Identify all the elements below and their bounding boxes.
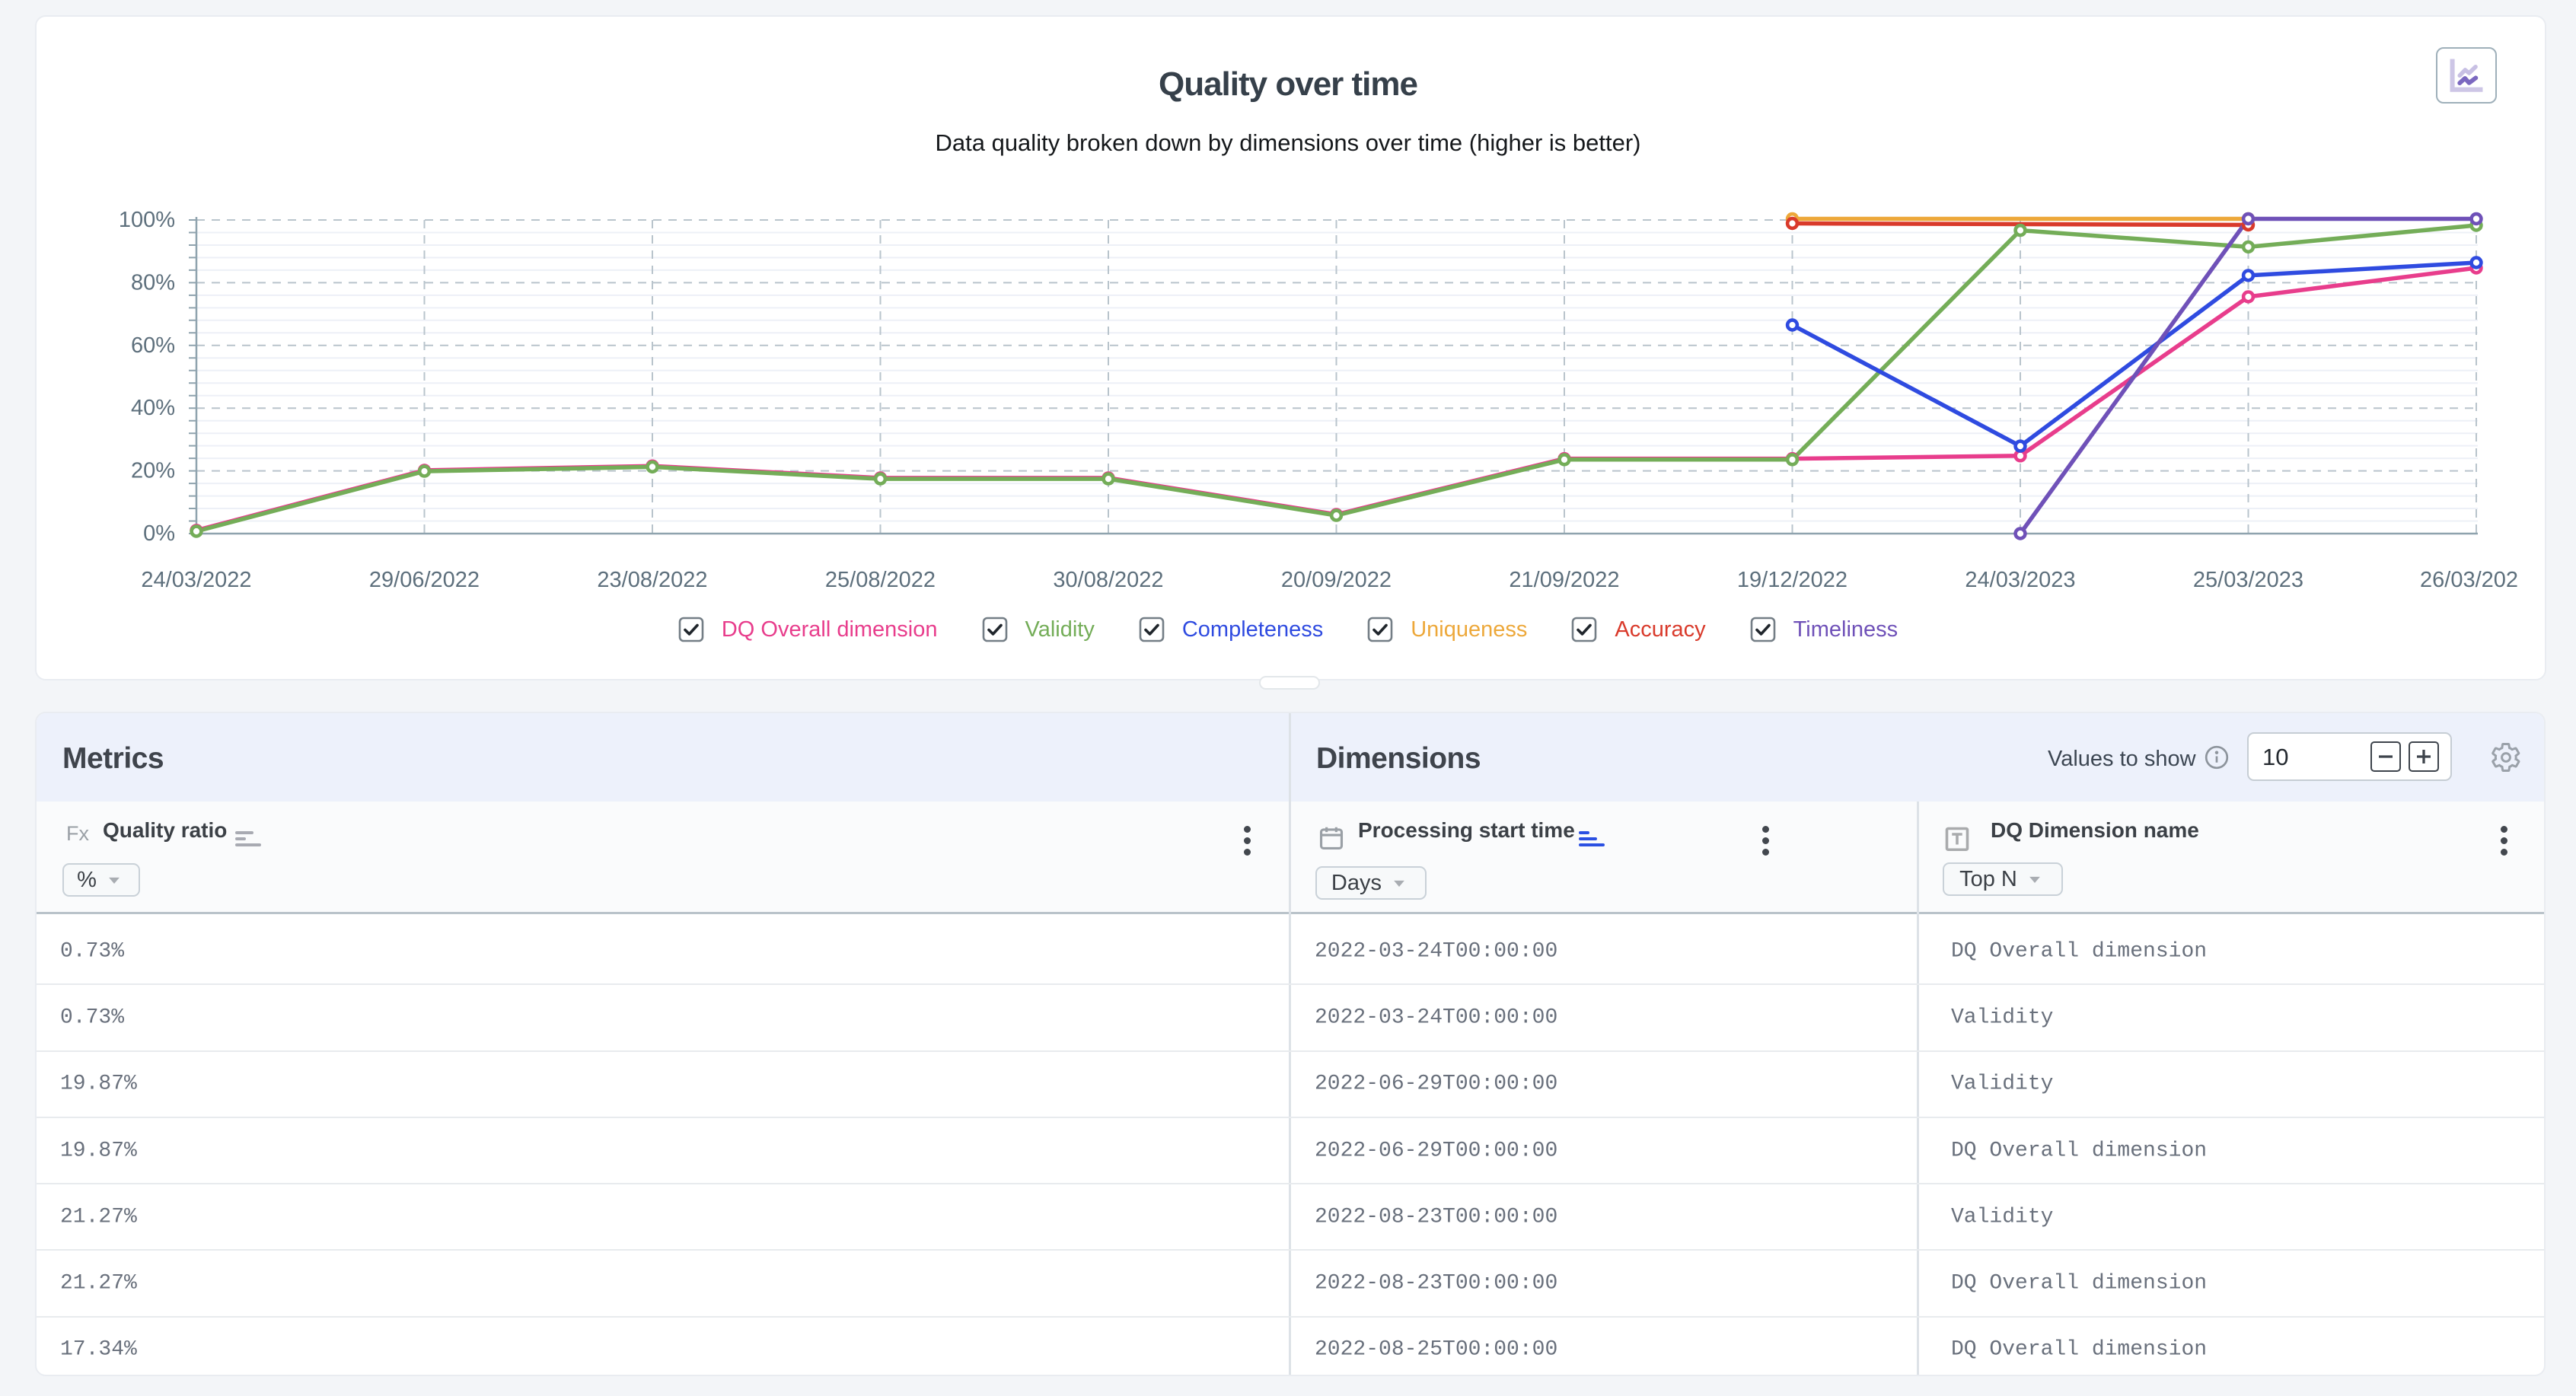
svg-text:24/03/2023: 24/03/2023 [1965,568,2075,592]
svg-text:20%: 20% [131,459,175,483]
svg-text:20/09/2022: 20/09/2022 [1281,568,1392,592]
svg-text:29/06/2022: 29/06/2022 [369,568,480,592]
svg-text:40%: 40% [131,396,175,420]
svg-text:19/12/2022: 19/12/2022 [1737,568,1848,592]
svg-text:0%: 0% [143,521,175,546]
svg-text:25/03/2023: 25/03/2023 [2193,568,2303,592]
svg-text:23/08/2022: 23/08/2022 [597,568,707,592]
svg-text:60%: 60% [131,333,175,358]
svg-text:30/08/2022: 30/08/2022 [1053,568,1163,592]
svg-text:26/03/202: 26/03/202 [2420,568,2518,592]
svg-text:80%: 80% [131,270,175,295]
svg-text:24/03/2022: 24/03/2022 [141,568,251,592]
svg-text:25/08/2022: 25/08/2022 [825,568,936,592]
svg-text:21/09/2022: 21/09/2022 [1509,568,1619,592]
svg-text:100%: 100% [119,208,175,232]
